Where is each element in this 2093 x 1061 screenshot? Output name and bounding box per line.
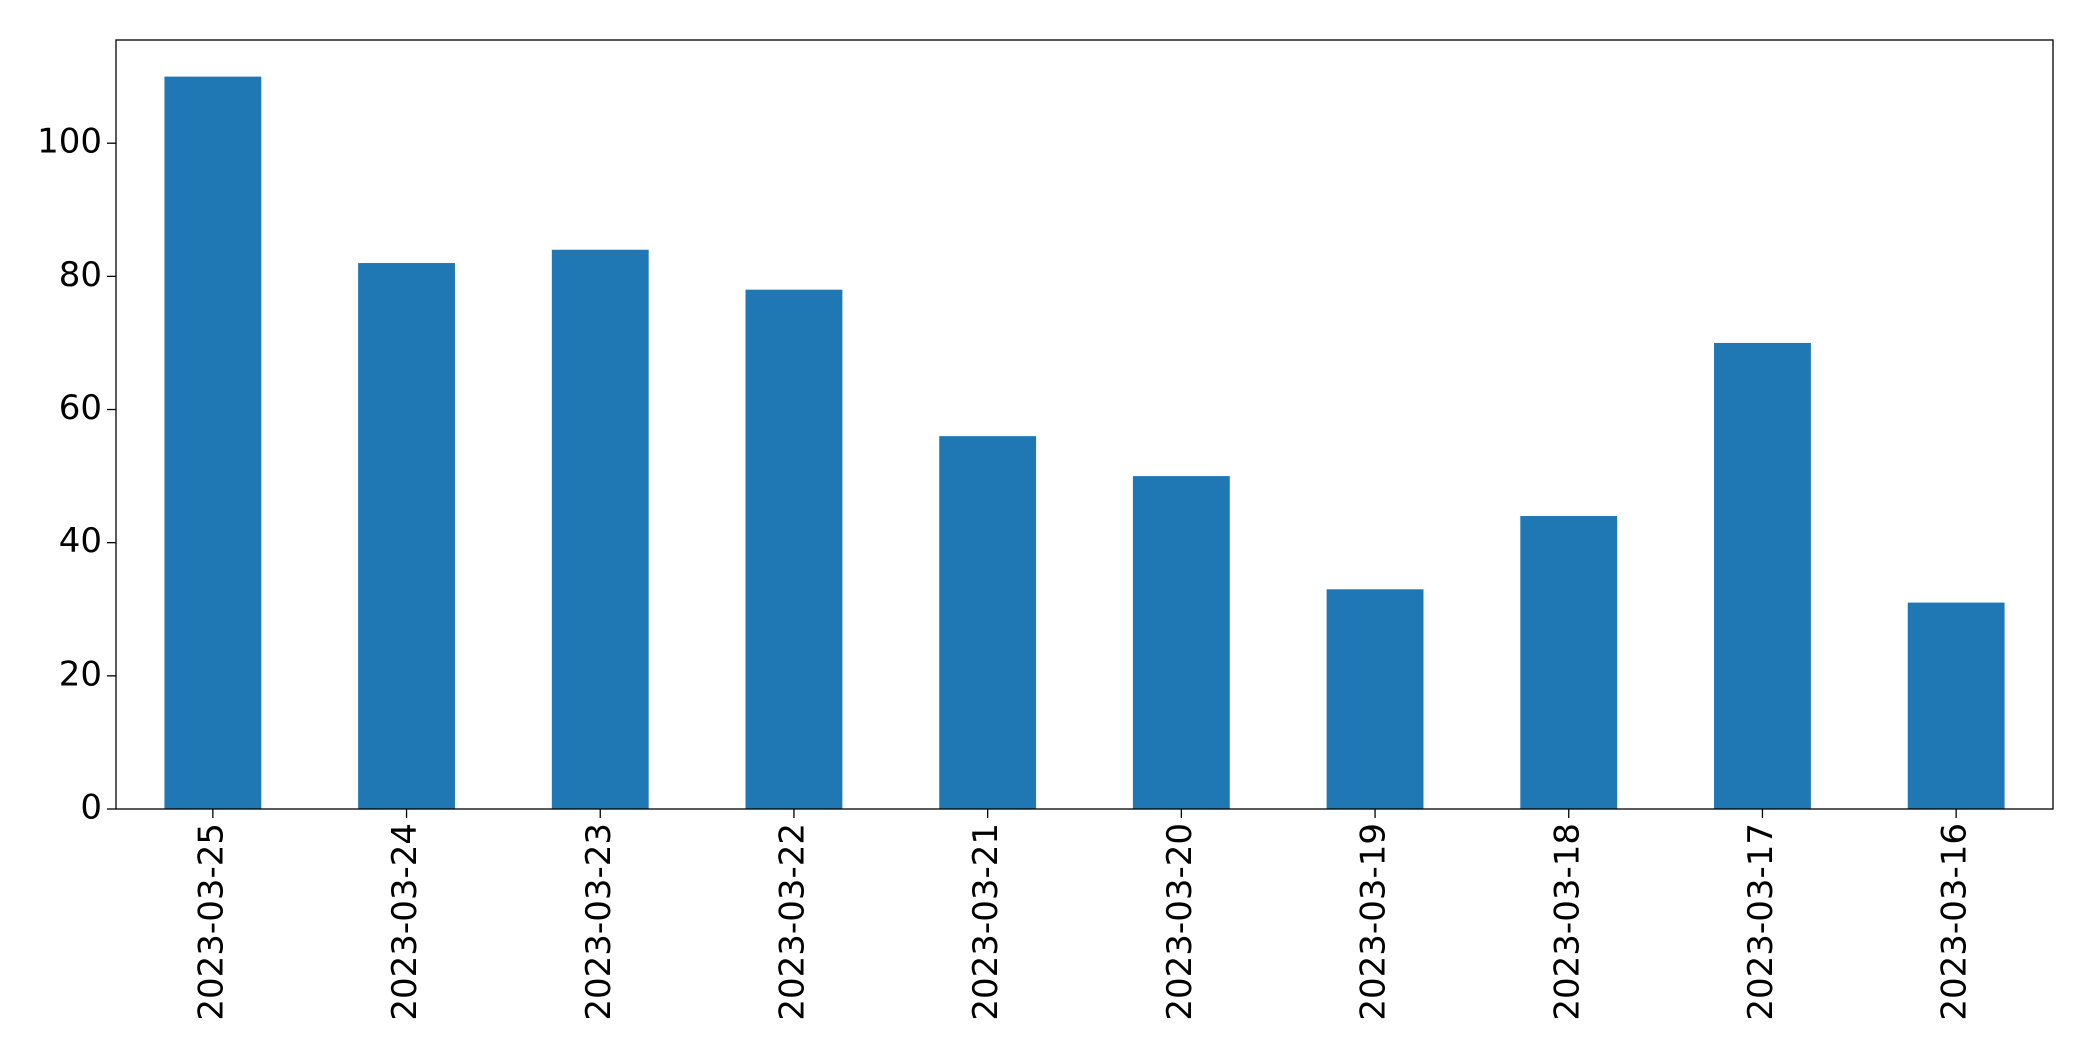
bar — [164, 76, 262, 810]
bar — [551, 249, 649, 809]
x-tick-label: 2023-03-18 — [1547, 823, 1587, 1021]
bar — [1714, 342, 1811, 809]
bar — [358, 263, 455, 809]
x-tick-label: 2023-03-23 — [579, 823, 619, 1021]
y-tick-label: 20 — [59, 654, 102, 694]
bar — [1132, 476, 1230, 809]
x-tick-label: 2023-03-24 — [385, 823, 425, 1021]
y-tick-label: 100 — [37, 122, 102, 162]
plot-frame — [115, 39, 2054, 810]
x-tick-label: 2023-03-21 — [966, 823, 1006, 1021]
bar — [745, 289, 843, 810]
y-tick-label: 80 — [59, 255, 102, 295]
x-tick-label: 2023-03-17 — [1741, 823, 1781, 1021]
x-tick-label: 2023-03-22 — [772, 823, 812, 1021]
bar — [939, 436, 1037, 809]
x-tick-label: 2023-03-16 — [1935, 823, 1975, 1021]
y-tick-label: 60 — [59, 388, 102, 428]
bar — [1907, 602, 2005, 809]
bar — [1520, 516, 1618, 809]
y-tick-label: 40 — [59, 521, 102, 561]
x-tick-label: 2023-03-25 — [191, 823, 231, 1021]
bar — [1326, 589, 1424, 809]
x-tick-label: 2023-03-19 — [1354, 823, 1394, 1021]
x-tick-label: 2023-03-20 — [1160, 823, 1200, 1021]
y-tick-label: 0 — [80, 788, 102, 828]
